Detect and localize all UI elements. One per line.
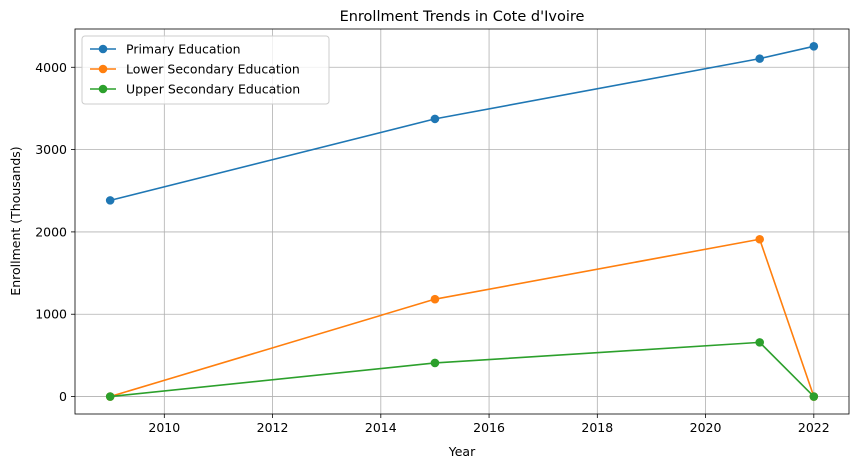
x-tick-label: 2022 [798,420,830,435]
y-tick-label: 1000 [35,307,67,322]
y-tick-label: 2000 [35,224,67,239]
legend-marker [98,64,108,74]
legend: Primary Education Lower Secondary Educati… [81,35,330,105]
grid [75,29,849,414]
legend-label: Primary Education [126,42,241,57]
legend-label: Upper Secondary Education [126,82,300,97]
data-point [105,196,115,205]
data-point [809,41,819,51]
x-tick-label: 2018 [581,420,613,435]
data-point [755,54,764,63]
x-tick-label: 2010 [148,420,180,435]
series-line [110,341,815,398]
series-1 [105,41,819,205]
series-3 [105,338,819,401]
data-point [105,392,115,401]
y-tick-label: 3000 [35,142,67,157]
plot-area-frame [74,28,850,415]
data-point [755,338,764,347]
x-tick-label: 2014 [365,420,397,435]
data-point [430,294,440,304]
x-tick-label: 2020 [690,420,722,435]
legend-item: Primary Education [90,42,241,57]
legend-marker [98,84,108,94]
y-tick-label: 4000 [35,60,67,75]
legend-item: Lower Secondary Education [90,62,300,77]
x-tick-label: 2016 [473,420,505,435]
legend-box [81,35,330,105]
x-tick-label: 2012 [257,420,289,435]
legend-label: Lower Secondary Education [126,62,300,77]
y-axis-label: Enrollment (Thousands) [8,146,23,295]
x-axis-label: Year [448,444,476,459]
data-point [755,234,764,244]
series-lines [105,41,819,401]
series-line [109,45,814,202]
y-tick-label: 0 [59,389,67,404]
data-point [430,358,440,368]
legend-marker [98,44,108,54]
axis-ticks: 2010 2012 2014 2016 2018 2020 2022 0 1000 2000 300… [35,60,830,435]
chart-title: Enrollment Trends in Cote d'Ivoire [340,9,585,25]
data-point [430,114,440,124]
data-point [809,392,819,401]
series-line [109,238,815,398]
legend-item: Upper Secondary Education [90,82,300,97]
